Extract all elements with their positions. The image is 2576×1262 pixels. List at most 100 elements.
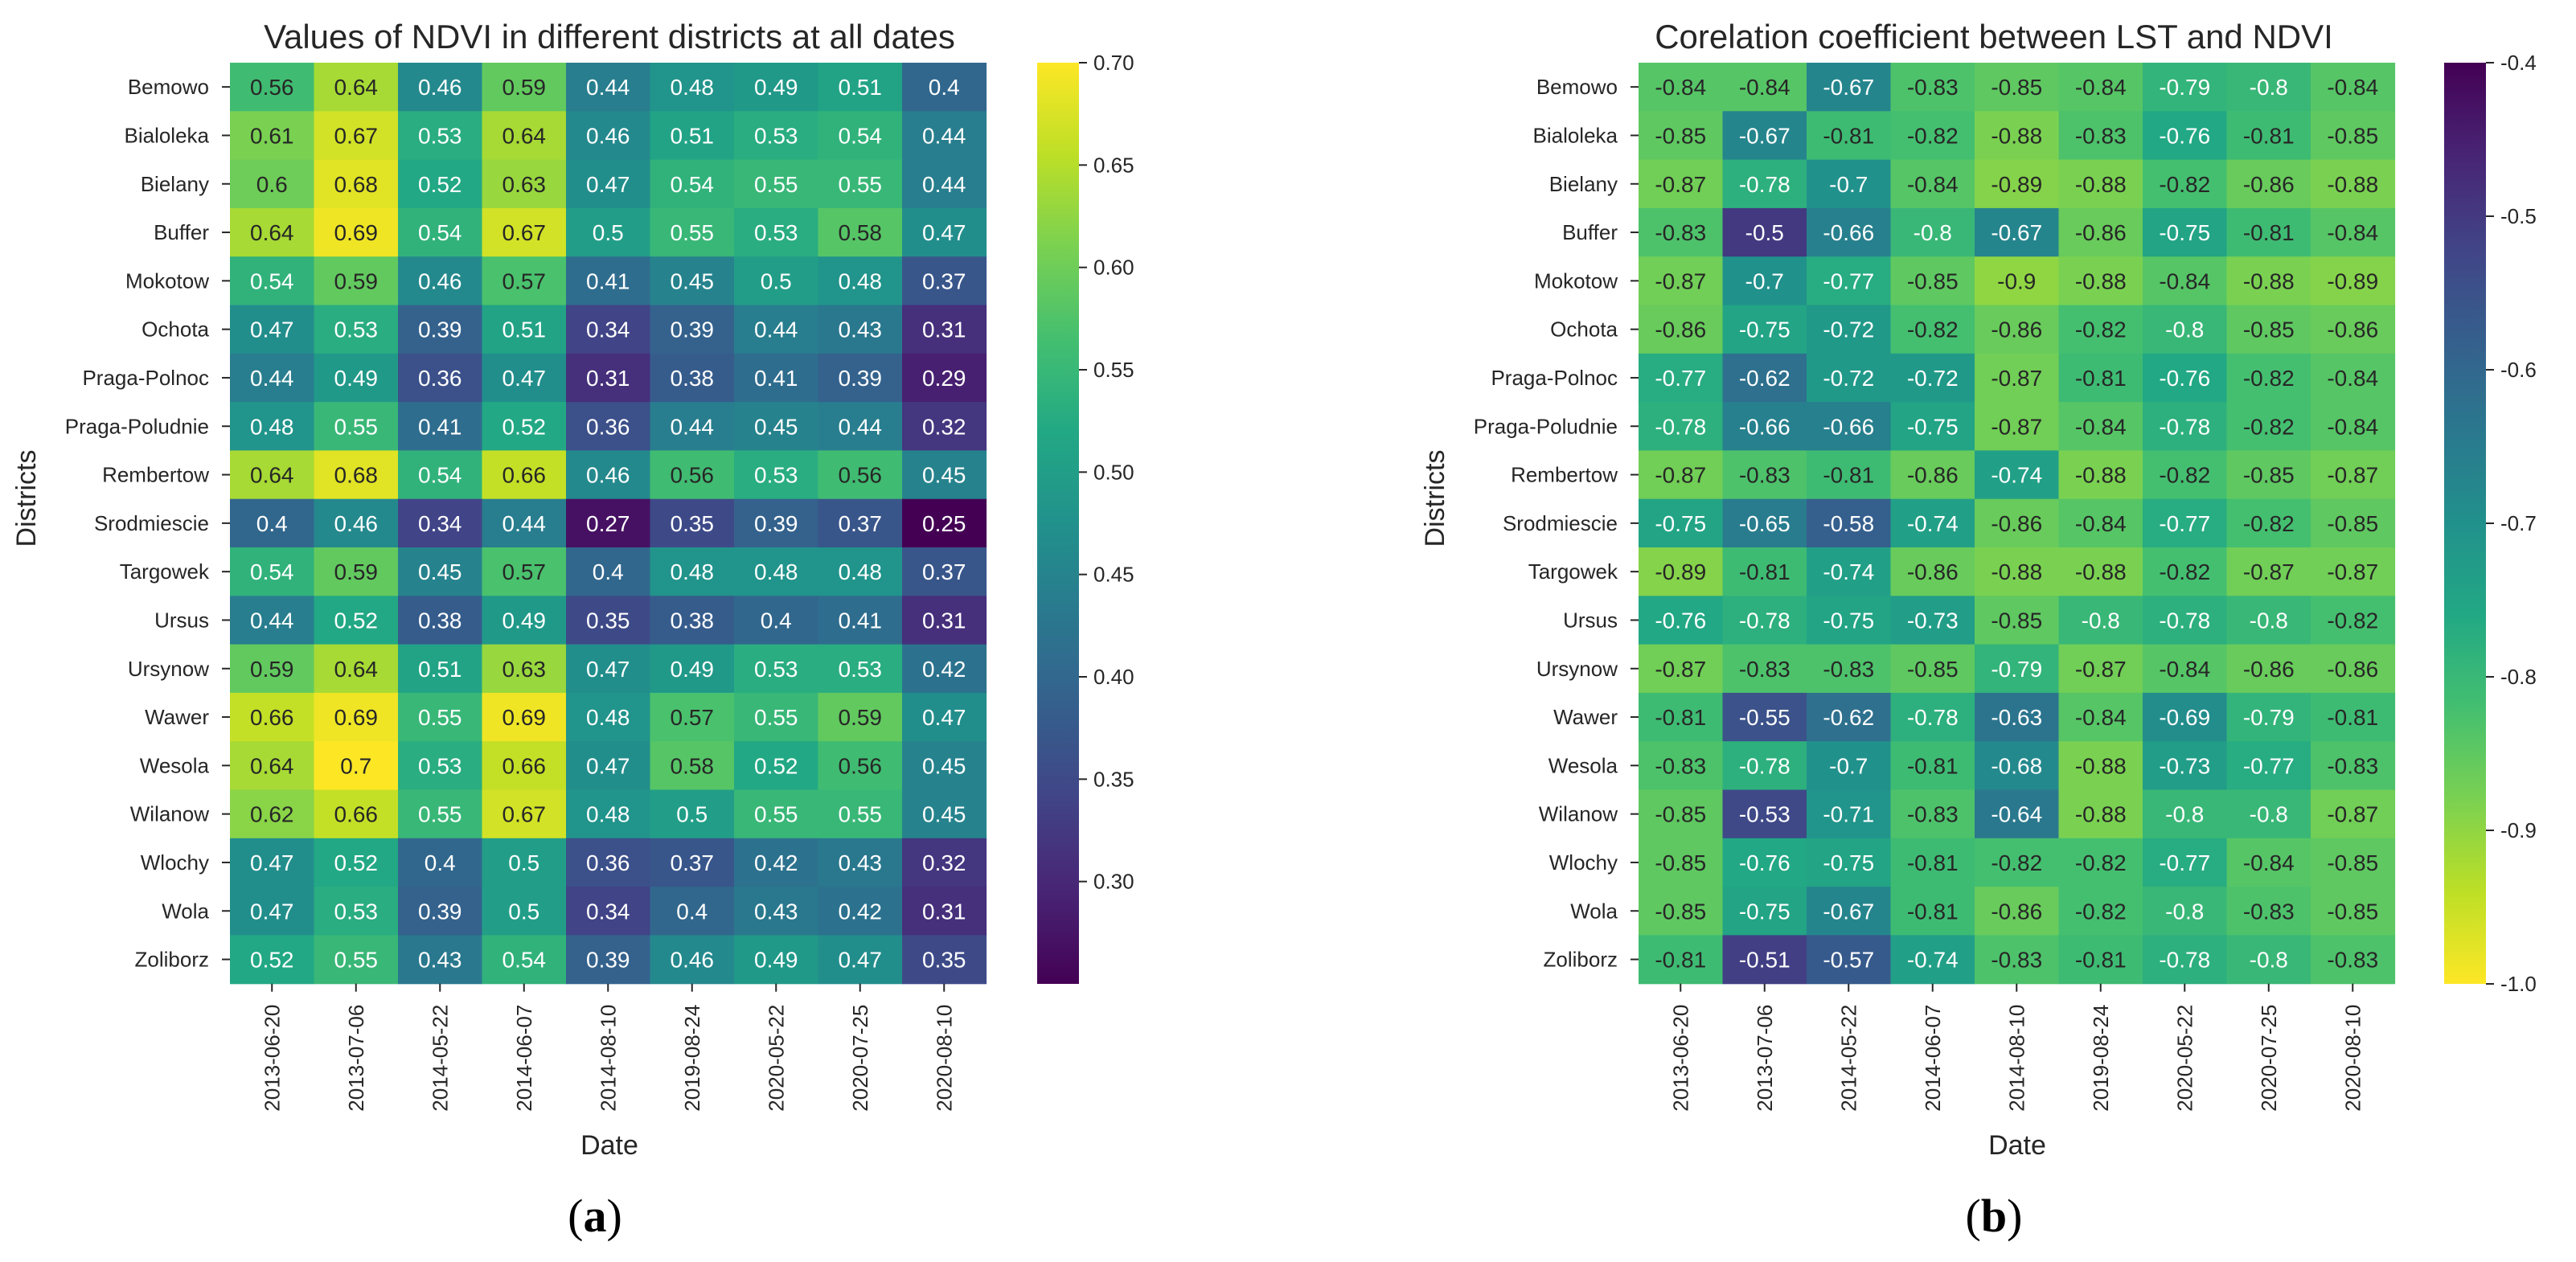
ndvi-colorbar-gradient [1037,63,1079,984]
ndvi-cell [230,887,315,936]
correlation-cell [2143,111,2228,161]
correlation-cell-value: -0.84 [2075,75,2127,100]
ndvi-cell-value: 0.52 [334,608,379,633]
correlation-cell-value: -0.77 [1823,268,1874,293]
correlation-row-label: Wilanow [1539,802,1618,826]
ndvi-cell-value: 0.44 [586,75,630,100]
correlation-cell [2143,741,2228,791]
correlation-cell-value: -0.51 [1739,948,1790,973]
ndvi-cell [314,402,399,451]
ndvi-cell-value: 0.43 [418,948,462,973]
correlation-cell [2143,402,2228,451]
correlation-cell [1975,63,2060,112]
correlation-cell-value: -0.67 [1739,123,1790,148]
ndvi-cell-value: 0.57 [671,705,715,730]
ndvi-cell [650,498,735,548]
ndvi-cell-value: 0.66 [502,463,547,488]
correlation-cell-value: -0.77 [2159,850,2210,875]
ndvi-cell [398,256,483,306]
ndvi-cell-value: 0.35 [671,511,715,536]
ndvi-colorbar-tick-label: 0.65 [1093,153,1134,177]
correlation-cell-value: -0.78 [2159,948,2210,973]
correlation-cell [2226,644,2311,694]
ndvi-cell [902,838,987,887]
ndvi-cell-value: 0.56 [250,75,294,100]
correlation-cell [2311,887,2396,936]
ndvi-cell-value: 0.43 [839,318,883,342]
ndvi-cell-value: 0.46 [334,511,379,536]
correlation-cell [1975,111,2060,161]
ndvi-cell [482,159,567,209]
ndvi-cell-value: 0.47 [250,899,294,924]
correlation-cell [1722,935,1807,985]
correlation-cell [1639,596,1724,645]
ndvi-cell-value: 0.36 [586,414,630,439]
correlation-y-axis-label: Districts [1420,450,1450,547]
ndvi-heatmap-panel: Values of NDVI in different districts at… [11,18,1134,1242]
correlation-cell-value: -0.88 [2075,268,2127,293]
ndvi-cell [314,838,399,887]
correlation-cell-value: -0.88 [2075,753,2127,778]
ndvi-column-label: 2020-08-10 [932,1005,956,1112]
ndvi-cell-value: 0.38 [671,608,715,633]
correlation-cell [1890,596,1975,645]
ndvi-cell [398,838,483,887]
ndvi-cell [734,207,819,257]
correlation-cell [2058,741,2143,791]
correlation-cell-value: -0.78 [2159,608,2210,633]
ndvi-cell-value: 0.35 [586,608,630,633]
correlation-cell [2226,935,2311,985]
ndvi-cell [398,207,483,257]
ndvi-cell-value: 0.59 [839,705,883,730]
correlation-cell-value: -0.88 [2075,463,2127,488]
ndvi-cell-value: 0.55 [418,705,462,730]
ndvi-cell-value: 0.54 [502,948,547,973]
correlation-cell [1890,547,1975,596]
ndvi-cell [314,741,399,791]
ndvi-cell [398,111,483,161]
correlation-cell-value: -0.8 [1914,220,1952,245]
ndvi-cell-value: 0.45 [418,559,462,584]
ndvi-cell-value: 0.38 [418,608,462,633]
correlation-cell [1807,256,1892,306]
ndvi-cell [314,596,399,645]
ndvi-cell [818,256,903,306]
ndvi-cell-value: 0.48 [839,559,883,584]
correlation-cell-value: -0.73 [2159,753,2210,778]
correlation-cell [1890,644,1975,694]
correlation-cell-value: -0.82 [2075,850,2127,875]
ndvi-cell-value: 0.48 [754,559,798,584]
ndvi-colorbar-tick-label: 0.60 [1093,256,1134,280]
correlation-cell-value: -0.82 [2243,511,2295,536]
ndvi-cell [482,450,567,500]
correlation-cell [1975,207,2060,257]
ndvi-row-label: Targowek [120,559,210,584]
correlation-cell-value: -0.62 [1823,705,1874,730]
correlation-column-label: 2014-05-22 [1836,1005,1860,1112]
correlation-cell-value: -0.88 [2075,172,2127,197]
ndvi-cell-value: 0.51 [418,657,462,682]
correlation-cell [1807,692,1892,742]
ndvi-cell-value: 0.63 [502,657,547,682]
correlation-row-label: Ochota [1550,318,1618,342]
correlation-cell-value: -0.84 [2075,511,2127,536]
correlation-cell [1722,305,1807,354]
ndvi-row-label: Ochota [142,318,209,342]
correlation-cell [1639,887,1724,936]
ndvi-heatmap-cells: 0.56 0.64 0.46 0.59 0.44 0.48 0.49 0.51 0.4 0.61 0… [230,63,987,985]
correlation-cell-value: -0.84 [2159,268,2210,293]
ndvi-cell [314,498,399,548]
ndvi-row-labels: Bemowo Bialoleka Bielany Buffer Mokotow Ochot… [65,75,230,972]
correlation-cell-value: -0.87 [1655,268,1706,293]
ndvi-cell [650,402,735,451]
ndvi-cell [818,887,903,936]
ndvi-row-label: Praga-Poludnie [65,414,209,438]
correlation-cell [2058,353,2143,403]
ndvi-cell-value: 0.45 [671,268,715,293]
correlation-cell [1722,692,1807,742]
ndvi-cell [398,305,483,354]
ndvi-cell-value: 0.66 [250,705,294,730]
correlation-cell [1639,644,1724,694]
ndvi-cell [482,353,567,403]
ndvi-cell [230,692,315,742]
